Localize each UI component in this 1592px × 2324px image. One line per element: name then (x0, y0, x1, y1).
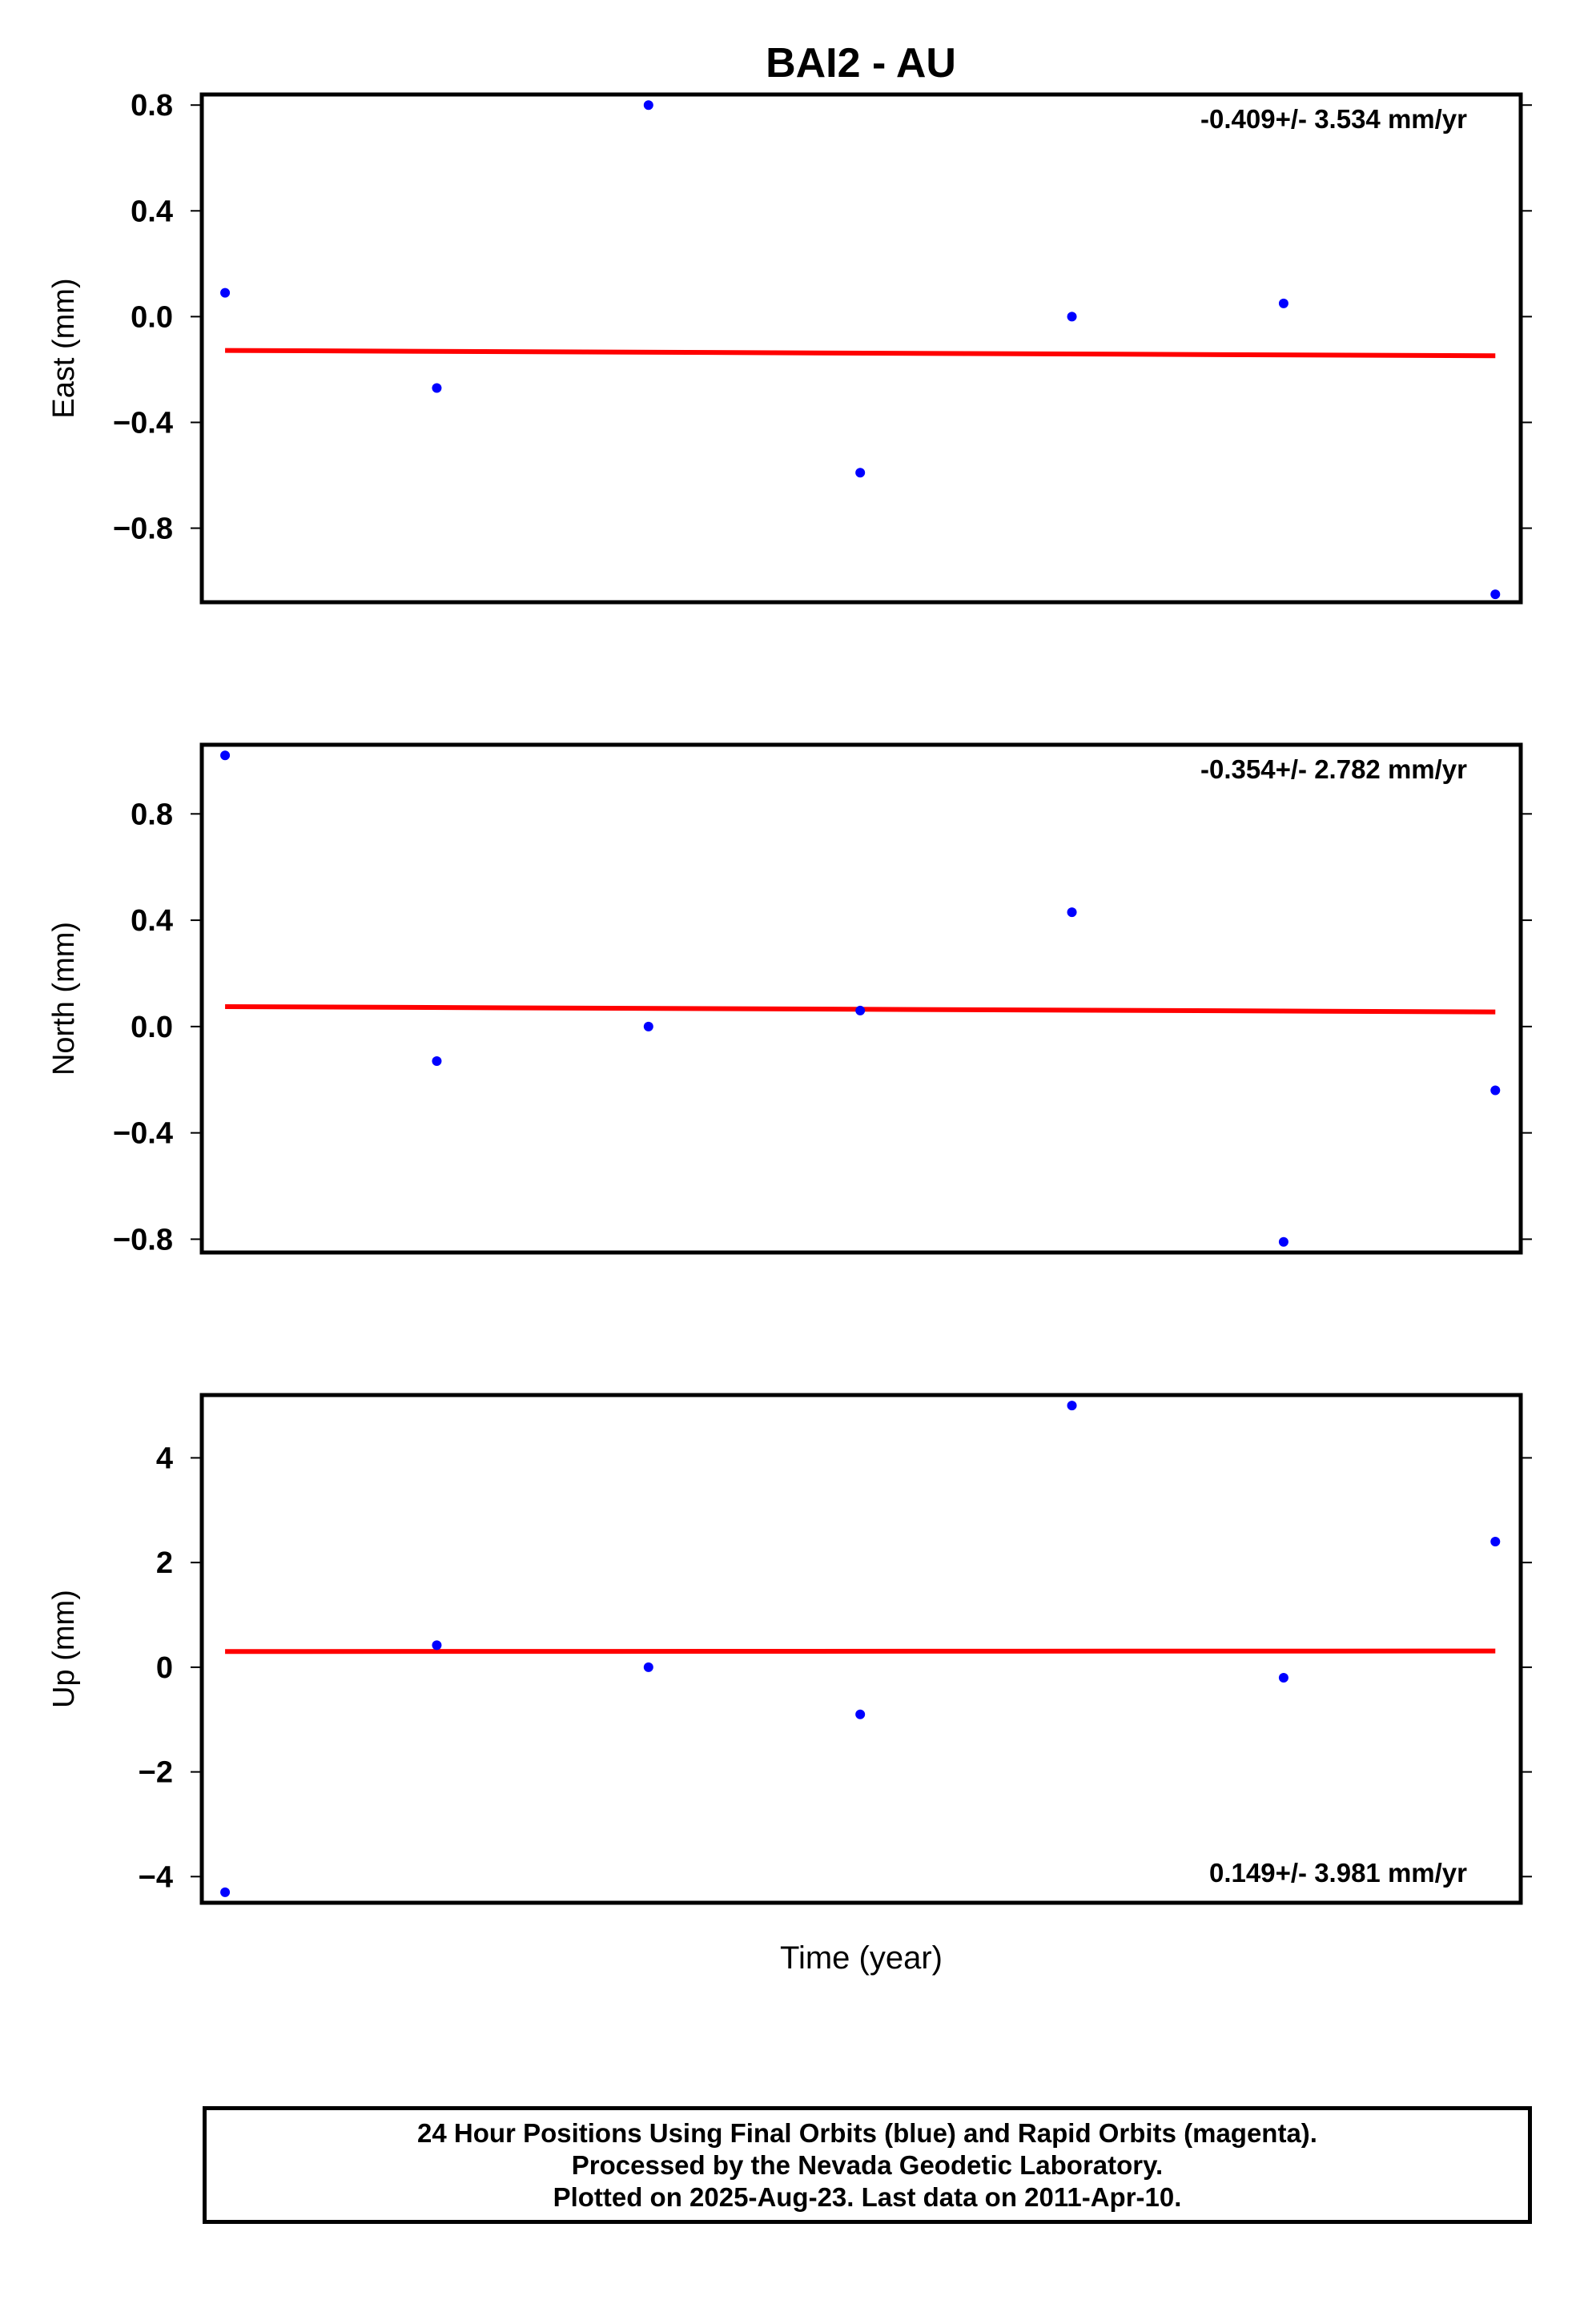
up-plot-frame (199, 1393, 1523, 1905)
north-data-point (855, 1005, 866, 1015)
north-data-point (1490, 1085, 1501, 1096)
up-data-point (1278, 1672, 1288, 1683)
east-data-point (855, 468, 866, 478)
east-trend-line (225, 348, 1496, 359)
east-ytick-label: −0.4 (113, 406, 173, 440)
up-ytick-label: −4 (139, 1860, 173, 1894)
up-data-point (432, 1640, 442, 1651)
footer-line-3: Plotted on 2025-Aug-23. Last data on 201… (553, 2181, 1182, 2212)
up-ytick-label: 0 (156, 1651, 173, 1685)
up-data-point (643, 1662, 653, 1672)
east-data-point (432, 383, 442, 393)
footer-box: 24 Hour Positions Using Final Orbits (bl… (203, 2106, 1532, 2224)
up-trend-line (225, 1648, 1496, 1655)
north-ytick-label: 0.4 (131, 904, 173, 938)
east-data-point (643, 100, 653, 111)
up-ytick-label: 2 (156, 1546, 173, 1580)
north-ytick-label: 0.0 (131, 1011, 173, 1044)
east-data-point (1490, 589, 1501, 600)
up-ytick-label: 4 (156, 1441, 173, 1475)
north-data-point (1278, 1236, 1288, 1247)
north-panel: 0.8 0.4 0.0 −0.4 −0.8 North (mm) -0.354+/- 2.7… (47, 742, 1532, 1256)
north-rate-label: -0.354+/- 2.782 mm/yr (1200, 754, 1467, 784)
up-ylabel: Up (mm) (47, 1590, 81, 1708)
east-plot-frame (199, 92, 1523, 605)
xaxis-label: Time (year) (780, 1940, 943, 1976)
footer-line-1: 24 Hour Positions Using Final Orbits (bl… (417, 2117, 1317, 2148)
up-data-point (220, 1887, 231, 1897)
east-rate-label: -0.409+/- 3.534 mm/yr (1200, 104, 1467, 134)
up-data-point (1067, 1401, 1077, 1411)
up-panel: 4 2 0 −2 −4 Up (mm) 0.149+/- 3.981 mm/yr Time (… (47, 1393, 1532, 1976)
east-data-point (1067, 312, 1077, 322)
north-data-point (220, 750, 231, 761)
east-data-point (220, 287, 231, 298)
east-ytick-label: 0.8 (131, 89, 173, 123)
north-ytick-label: 0.8 (131, 798, 173, 831)
north-plot-frame (199, 742, 1523, 1255)
north-data-point (643, 1021, 653, 1031)
north-data-point (1067, 907, 1077, 918)
east-panel: 0.8 0.4 0.0 −0.4 −0.8 East (mm) -0.409+/- 3.53… (47, 89, 1532, 605)
east-ytick-label: 0.4 (131, 195, 173, 228)
east-ytick-label: 0.0 (131, 300, 173, 334)
footer-line-2: Processed by the Nevada Geodetic Laborat… (571, 2149, 1164, 2180)
up-rate-label: 0.149+/- 3.981 mm/yr (1209, 1858, 1467, 1888)
east-data-point (1278, 298, 1288, 308)
up-data-point (855, 1709, 866, 1719)
north-data-point (432, 1056, 442, 1067)
east-ytick-label: −0.8 (113, 513, 173, 546)
north-ytick-label: −0.4 (113, 1117, 173, 1151)
north-ytick-label: −0.8 (113, 1223, 173, 1256)
north-ylabel: North (mm) (47, 922, 81, 1076)
up-data-point (1490, 1537, 1501, 1547)
east-ylabel: East (mm) (47, 278, 81, 418)
chart-title: BAI2 - AU (766, 40, 956, 86)
up-ytick-label: −2 (139, 1756, 173, 1790)
